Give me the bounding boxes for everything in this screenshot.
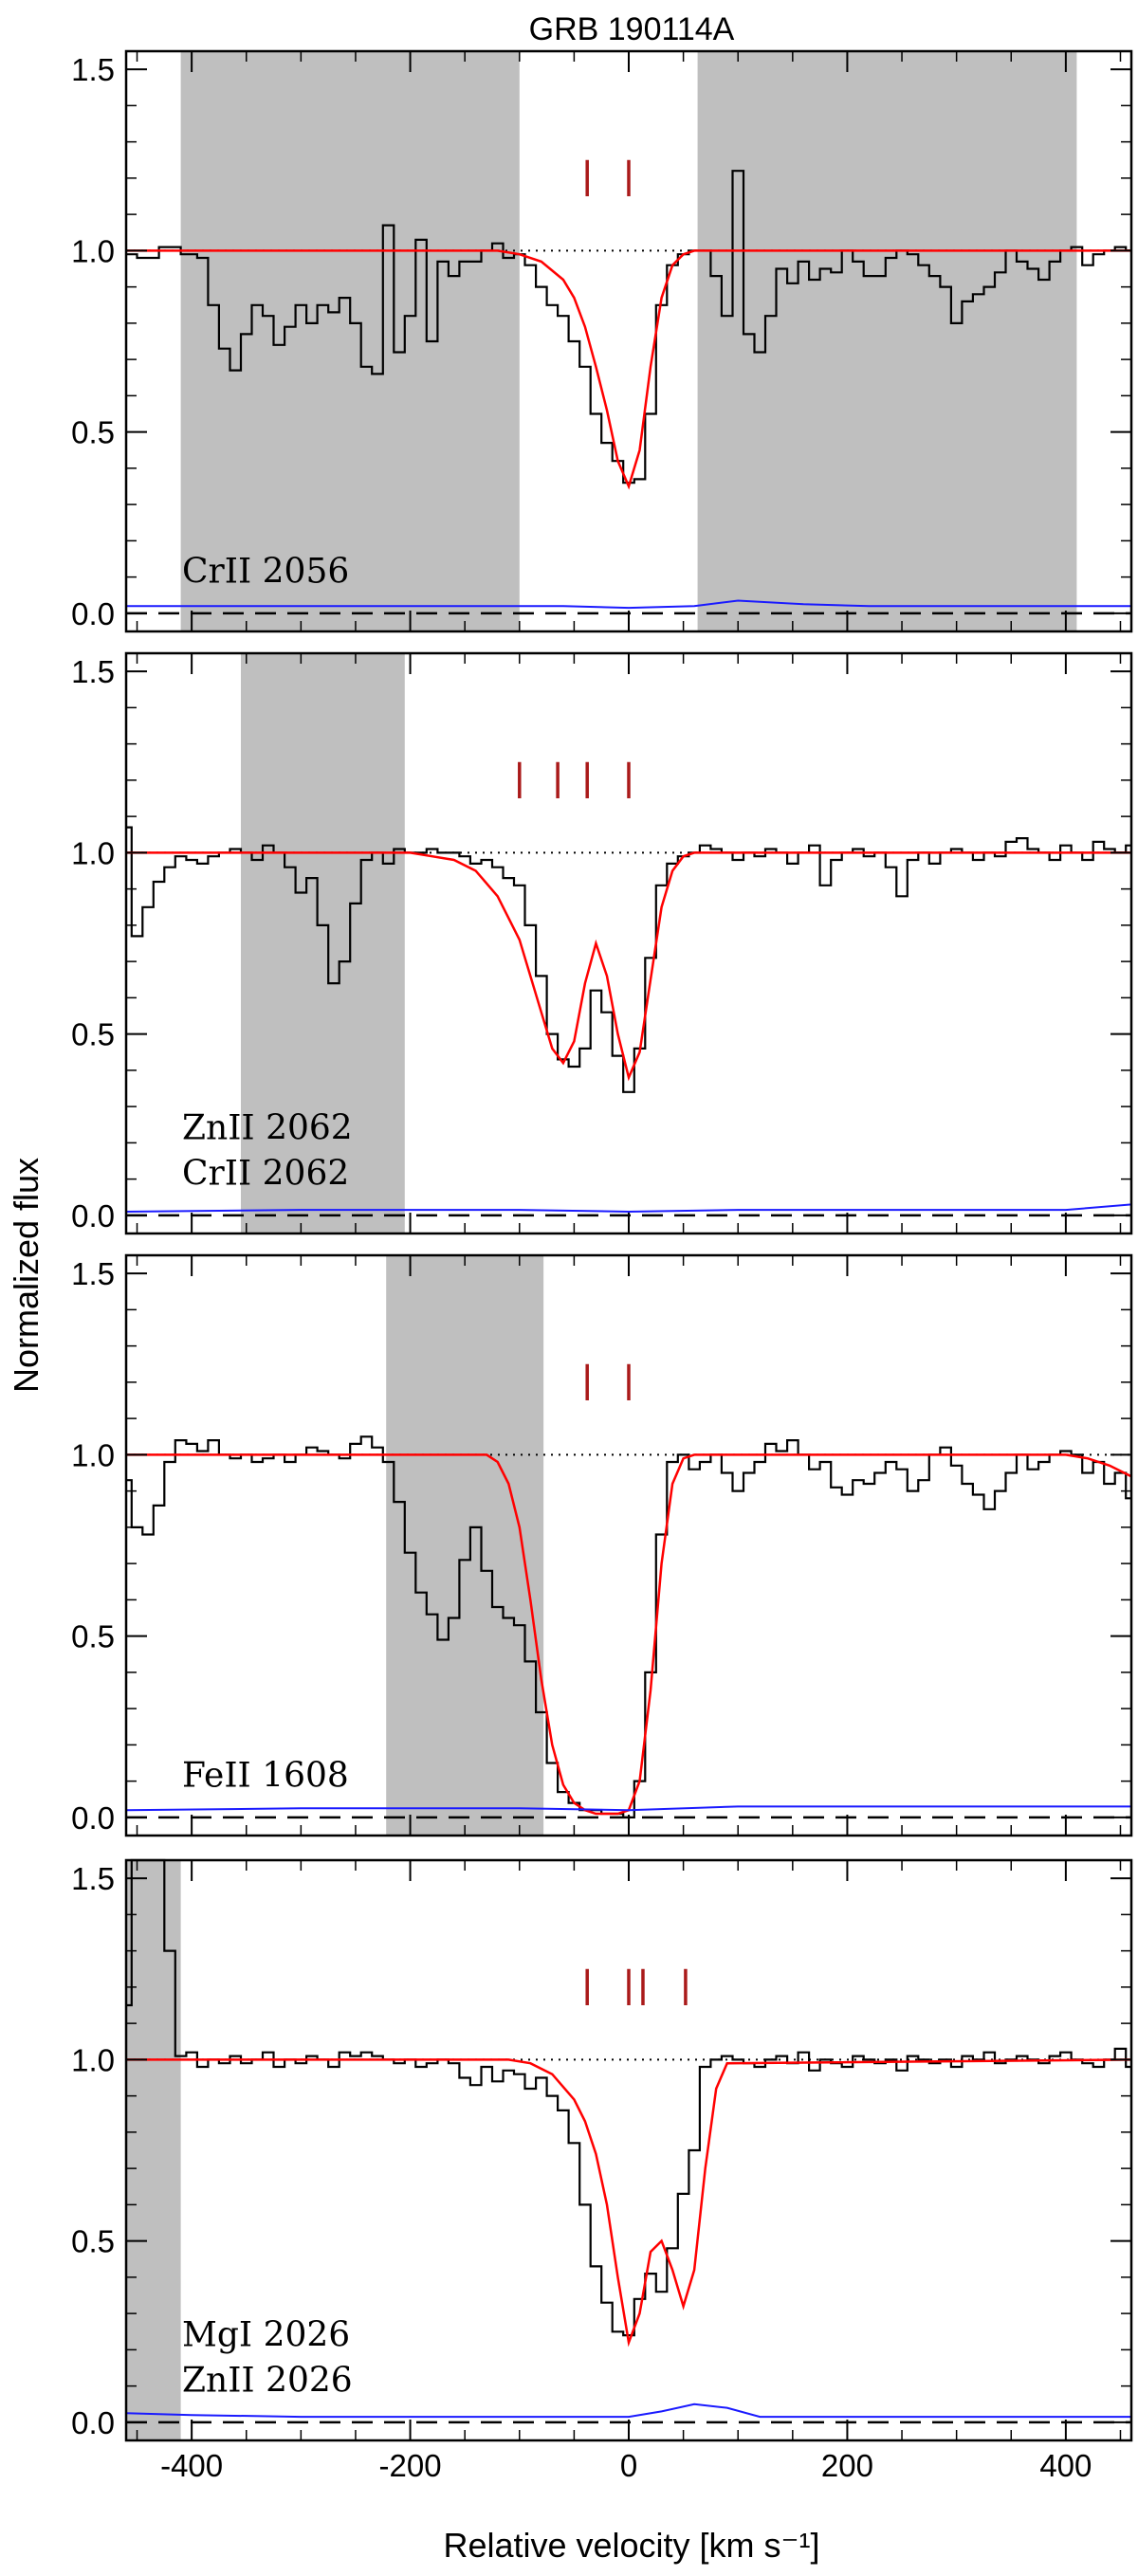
model-fit (126, 851, 1131, 1082)
shaded-region (697, 51, 1077, 631)
y-tick-label: 1.0 (71, 835, 115, 870)
panel-4: 0.0 0.5 1.0 1.5 -400 -200 0 200 400 MgI 2026 ZnII … (71, 1858, 1133, 2483)
y-tick-label: 0.5 (71, 1619, 115, 1654)
x-tick-label: 400 (1039, 2448, 1092, 2483)
shaded-region (386, 1255, 544, 1836)
ion-label: MgI 2026 (182, 2315, 350, 2354)
error-spectrum (126, 599, 1131, 610)
panel-frame (124, 1253, 1133, 1837)
model-fit (126, 1453, 1132, 1816)
y-tick-label: 1.5 (71, 52, 115, 87)
model-fit (126, 249, 1131, 490)
model-fit (126, 2058, 1132, 2348)
y-tick-label: 0.5 (71, 2224, 115, 2259)
panels: 0.0 0.5 1.0 1.5 CrII 2056 0.0 0.5 1.0 1.5 ZnII 20… (71, 49, 1133, 2483)
x-tick-label: -400 (160, 2448, 223, 2483)
error-spectrum (125, 2402, 1131, 2419)
flux-data (126, 170, 1131, 484)
flux-data (126, 1435, 1131, 1818)
ion-label: CrII 2056 (182, 552, 349, 591)
y-tick-label: 0.0 (71, 1800, 115, 1836)
y-tick-label: 1.5 (71, 654, 115, 689)
y-tick-label: 0.5 (71, 415, 115, 450)
y-tick-label: 1.5 (71, 1861, 115, 1896)
y-tick-label: 0.0 (71, 2405, 115, 2440)
flux-data (126, 1858, 1131, 2337)
figure-title: GRB 190114A (529, 11, 735, 47)
x-tick-label: -200 (379, 2448, 442, 2483)
ion-label: CrII 2062 (182, 1154, 349, 1193)
y-tick-label: 0.0 (71, 1198, 115, 1233)
y-tick-label: 0.0 (71, 596, 115, 631)
error-spectrum (125, 1805, 1131, 1812)
ion-label: ZnII 2062 (182, 1108, 353, 1147)
error-spectrum (125, 1203, 1132, 1214)
shaded-region (126, 1860, 181, 2440)
y-tick-label: 1.5 (71, 1256, 115, 1291)
y-axis-label: Normalized flux (7, 1158, 46, 1393)
y-tick-label: 0.5 (71, 1017, 115, 1052)
x-tick-label: 200 (821, 2448, 873, 2483)
panel-2: 0.0 0.5 1.0 1.5 ZnII 2062 CrII 2062 (71, 651, 1133, 1235)
ion-label: FeII 1608 (182, 1756, 349, 1795)
panel-3: 0.0 0.5 1.0 1.5 FeII 1608 (71, 1253, 1133, 1837)
y-tick-label: 1.0 (71, 233, 115, 268)
y-tick-label: 1.0 (71, 2042, 115, 2077)
panel-1: 0.0 0.5 1.0 1.5 CrII 2056 (71, 49, 1133, 633)
shaded-region (240, 653, 405, 1233)
x-tick-label: 0 (620, 2448, 637, 2483)
x-axis-label: Relative velocity [km s⁻¹] (443, 2526, 819, 2565)
shaded-region (180, 51, 520, 631)
ion-label: ZnII 2026 (182, 2361, 353, 2400)
y-tick-label: 1.0 (71, 1437, 115, 1472)
